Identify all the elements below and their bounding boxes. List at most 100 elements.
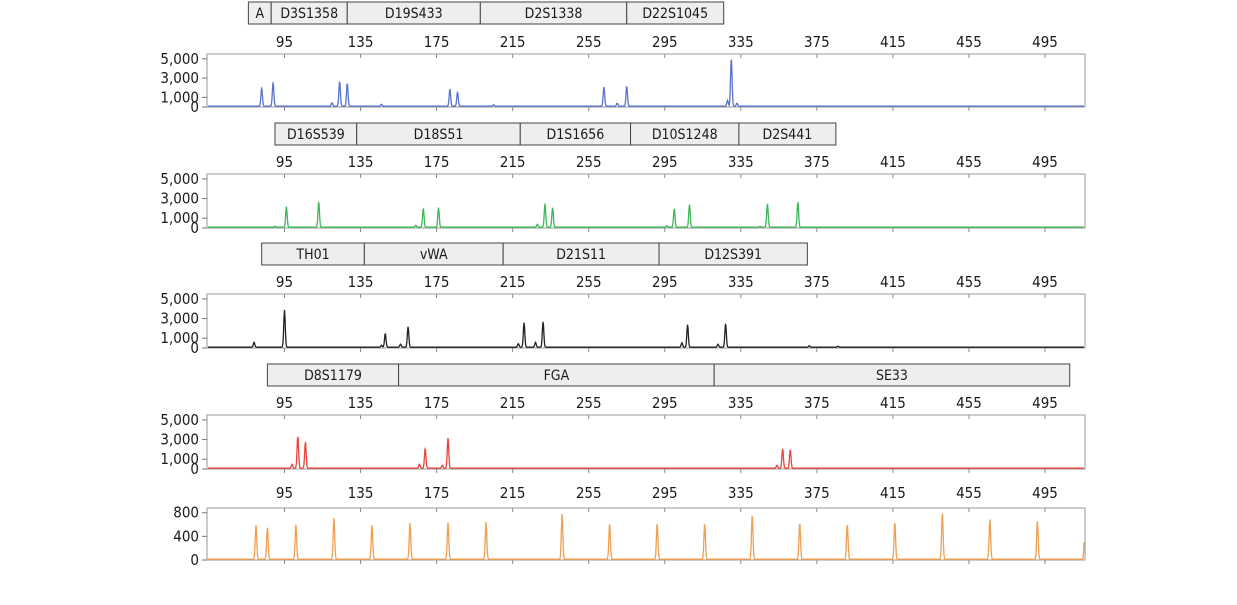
- x-tick-label: 135: [348, 273, 374, 291]
- plot-frame: [207, 415, 1085, 469]
- y-tick-label: 0: [190, 460, 199, 478]
- y-tick-label: 3,000: [160, 190, 199, 208]
- x-tick-label: 255: [576, 394, 602, 412]
- locus-label: D19S433: [385, 6, 443, 22]
- x-tick-label: 375: [804, 394, 830, 412]
- x-tick-label: 415: [880, 394, 906, 412]
- trace-red: [208, 437, 1084, 468]
- plot-frame: [207, 174, 1085, 228]
- x-tick-label: 335: [728, 394, 754, 412]
- locus-label: D22S1045: [642, 6, 708, 22]
- locus-label: D18S51: [414, 127, 464, 143]
- x-tick-label: 375: [804, 484, 830, 502]
- x-tick-label: 295: [652, 33, 678, 51]
- y-tick-label: 5,000: [160, 170, 199, 188]
- locus-label: D10S1248: [652, 127, 718, 143]
- x-tick-label: 415: [880, 484, 906, 502]
- x-tick-label: 495: [1032, 484, 1058, 502]
- x-tick-label: 375: [804, 153, 830, 171]
- locus-label: vWA: [420, 247, 448, 263]
- locus-label: FGA: [544, 368, 570, 384]
- x-tick-label: 95: [276, 273, 293, 291]
- x-tick-label: 415: [880, 153, 906, 171]
- x-tick-label: 455: [956, 273, 982, 291]
- y-tick-label: 5,000: [160, 50, 199, 68]
- panel-green: D16S539 D18S51 D1S1656 D10S1248 D2S441 95 135 1…: [160, 123, 1085, 237]
- locus-label: D1S1656: [547, 127, 605, 143]
- x-tick-label: 215: [500, 33, 526, 51]
- y-tick-label: 0: [190, 98, 199, 116]
- trace-blue: [208, 60, 1084, 106]
- x-tick-label: 415: [880, 33, 906, 51]
- x-tick-label: 335: [728, 153, 754, 171]
- x-tick-label: 175: [424, 33, 450, 51]
- x-tick-label: 335: [728, 33, 754, 51]
- x-tick-label: 135: [348, 394, 374, 412]
- x-tick-label: 255: [576, 153, 602, 171]
- locus-label: D2S441: [763, 127, 813, 143]
- plot-frame: [207, 294, 1085, 348]
- y-tick-label: 0: [190, 551, 199, 569]
- x-tick-label: 495: [1032, 394, 1058, 412]
- locus-label: D8S1179: [304, 368, 362, 384]
- x-tick-label: 175: [424, 153, 450, 171]
- x-tick-label: 175: [424, 394, 450, 412]
- x-tick-label: 375: [804, 273, 830, 291]
- trace-green: [208, 202, 1084, 227]
- x-tick-label: 95: [276, 484, 293, 502]
- x-tick-label: 215: [500, 273, 526, 291]
- x-tick-label: 495: [1032, 33, 1058, 51]
- x-tick-label: 215: [500, 484, 526, 502]
- locus-label: SE33: [876, 368, 908, 384]
- locus-label: D3S1358: [280, 6, 338, 22]
- x-tick-label: 495: [1032, 153, 1058, 171]
- x-tick-label: 255: [576, 33, 602, 51]
- x-tick-label: 335: [728, 273, 754, 291]
- trace-black: [208, 310, 1084, 347]
- x-tick-label: 295: [652, 273, 678, 291]
- x-tick-label: 295: [652, 153, 678, 171]
- panel-black: TH01 vWA D21S11 D12S391 95 135 175 215 255 295 335…: [160, 243, 1085, 357]
- y-tick-label: 5,000: [160, 411, 199, 429]
- y-tick-label: 0: [190, 219, 199, 237]
- x-tick-label: 295: [652, 484, 678, 502]
- x-tick-label: 455: [956, 484, 982, 502]
- x-tick-label: 95: [276, 33, 293, 51]
- locus-label: TH01: [295, 247, 329, 263]
- y-tick-label: 3,000: [160, 431, 199, 449]
- locus-label: D2S1338: [525, 6, 583, 22]
- x-tick-label: 375: [804, 33, 830, 51]
- x-tick-label: 215: [500, 153, 526, 171]
- x-tick-label: 95: [276, 394, 293, 412]
- x-tick-label: 135: [348, 484, 374, 502]
- x-tick-label: 215: [500, 394, 526, 412]
- x-tick-label: 495: [1032, 273, 1058, 291]
- x-tick-label: 455: [956, 153, 982, 171]
- y-tick-label: 400: [173, 527, 199, 545]
- x-tick-label: 335: [728, 484, 754, 502]
- plot-frame: [207, 508, 1085, 560]
- locus-label: D21S11: [556, 247, 606, 263]
- trace-orange: [208, 514, 1084, 560]
- y-tick-label: 3,000: [160, 310, 199, 328]
- x-tick-label: 415: [880, 273, 906, 291]
- x-tick-label: 255: [576, 273, 602, 291]
- x-tick-label: 95: [276, 153, 293, 171]
- locus-label: D16S539: [287, 127, 345, 143]
- y-tick-label: 800: [173, 504, 199, 522]
- x-tick-label: 455: [956, 394, 982, 412]
- y-tick-label: 3,000: [160, 69, 199, 87]
- locus-label: A: [255, 6, 264, 22]
- y-tick-label: 5,000: [160, 290, 199, 308]
- y-tick-label: 0: [190, 339, 199, 357]
- x-tick-label: 135: [348, 153, 374, 171]
- x-tick-label: 175: [424, 273, 450, 291]
- x-tick-label: 455: [956, 33, 982, 51]
- x-tick-label: 175: [424, 484, 450, 502]
- locus-label: D12S391: [704, 247, 762, 263]
